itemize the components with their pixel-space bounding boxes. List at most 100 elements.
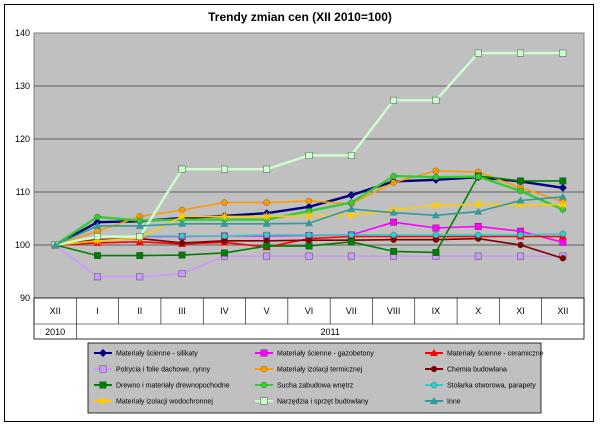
data-point	[305, 219, 313, 227]
data-point	[94, 213, 101, 221]
y-tick-label: 100	[15, 240, 30, 250]
legend-label: Polrycia i folie dachowe, rynny	[116, 367, 211, 374]
data-point	[93, 236, 102, 245]
x-tick-label: VII	[346, 306, 357, 316]
data-point	[432, 224, 440, 232]
legend-item: Materiały izolacji termicznej	[255, 365, 363, 374]
data-point	[474, 200, 483, 209]
data-point	[347, 191, 356, 200]
legend-marker	[430, 397, 438, 404]
legend-marker	[99, 349, 107, 357]
data-point	[178, 251, 186, 259]
y-tick-label: 140	[15, 28, 30, 38]
year-label: 2010	[45, 327, 65, 337]
data-point	[432, 249, 440, 256]
data-point	[305, 252, 313, 260]
data-point	[135, 221, 144, 229]
legend	[87, 342, 542, 414]
data-point	[305, 237, 313, 244]
x-tick-label: X	[475, 306, 481, 316]
legend-item: Polrycia i folie dachowe, rynny	[94, 365, 211, 374]
data-point	[263, 165, 271, 173]
data-point	[178, 270, 186, 278]
legend-marker	[260, 349, 268, 357]
data-point	[263, 252, 271, 260]
legend-item: Materiały ścienne - silikaty	[94, 349, 198, 358]
legend-item: Stolarka otworowa, parapety	[425, 381, 536, 390]
data-point	[136, 273, 144, 281]
data-point	[94, 273, 101, 281]
data-point	[178, 212, 187, 221]
data-point	[348, 199, 355, 206]
y-tick-label: 120	[15, 134, 30, 144]
data-point	[305, 202, 313, 211]
data-point	[221, 199, 228, 206]
data-point	[432, 167, 440, 174]
legend-label: Materiały izolacji termicznej	[277, 367, 363, 374]
x-tick-label: V	[264, 306, 270, 316]
legend-label: Chemia budowlana	[447, 367, 507, 374]
data-point	[136, 252, 144, 259]
data-point	[390, 96, 398, 104]
data-point	[431, 211, 440, 219]
series-12	[51, 192, 567, 248]
data-point	[558, 200, 567, 209]
data-point	[517, 49, 524, 57]
legend-label: Materiały izolacji wodochronnej	[116, 399, 213, 406]
data-point	[347, 152, 355, 159]
legend-label: Materiały ścienne - gazobetony	[277, 351, 374, 358]
x-tick-label: XII	[557, 306, 568, 316]
x-tick-label: XI	[516, 306, 525, 316]
data-point	[178, 206, 186, 214]
data-point	[94, 233, 101, 240]
data-point	[431, 201, 440, 210]
data-point	[390, 218, 398, 226]
data-point	[390, 172, 397, 180]
data-point	[220, 219, 229, 227]
data-point	[474, 252, 482, 260]
data-point	[178, 239, 186, 247]
legend-marker	[99, 365, 107, 373]
legend-item: Sucha zabudowa wnętrz	[255, 381, 354, 390]
data-point	[558, 183, 567, 192]
data-point	[517, 231, 524, 239]
data-point	[220, 249, 228, 257]
data-point	[305, 152, 313, 159]
data-point	[474, 223, 482, 230]
data-point	[390, 231, 397, 239]
data-point	[390, 179, 397, 186]
data-point	[474, 49, 482, 57]
x-tick-label: VI	[305, 306, 314, 316]
data-point	[559, 177, 567, 185]
y-tick-label: 110	[16, 187, 30, 197]
legend-item: Chemia budowlana	[425, 365, 507, 374]
data-point	[221, 232, 228, 240]
data-point	[262, 219, 271, 227]
legend-label: Narzędzia i sprzęt budowlany	[277, 399, 369, 406]
data-point	[389, 208, 398, 216]
data-point	[475, 173, 482, 180]
legend-item: Materiały ścienne - gazobetony	[255, 349, 374, 358]
data-point	[347, 238, 355, 246]
data-point	[305, 197, 313, 205]
data-point	[94, 252, 101, 259]
data-point	[51, 241, 60, 248]
x-tick-label: IV	[220, 306, 229, 316]
legend-item: Narzędzia i sprzęt budowlany	[255, 397, 369, 406]
data-point	[517, 241, 524, 249]
data-point	[432, 231, 440, 239]
data-point	[220, 165, 228, 173]
legend-marker	[430, 365, 438, 373]
x-tick-label: IX	[432, 306, 441, 316]
legend-marker	[260, 397, 268, 405]
data-point	[263, 231, 270, 239]
legend-marker	[430, 349, 438, 356]
data-point	[558, 192, 567, 200]
legend-item: Drewno i materiały drewnopochodne	[94, 381, 230, 390]
data-point	[432, 174, 440, 181]
legend-marker	[99, 381, 107, 389]
category-axis	[33, 297, 585, 340]
chart-title: Trendy zmian cen (XII 2010=100)	[208, 10, 392, 24]
series-11	[51, 49, 567, 249]
legend-marker	[260, 365, 268, 373]
